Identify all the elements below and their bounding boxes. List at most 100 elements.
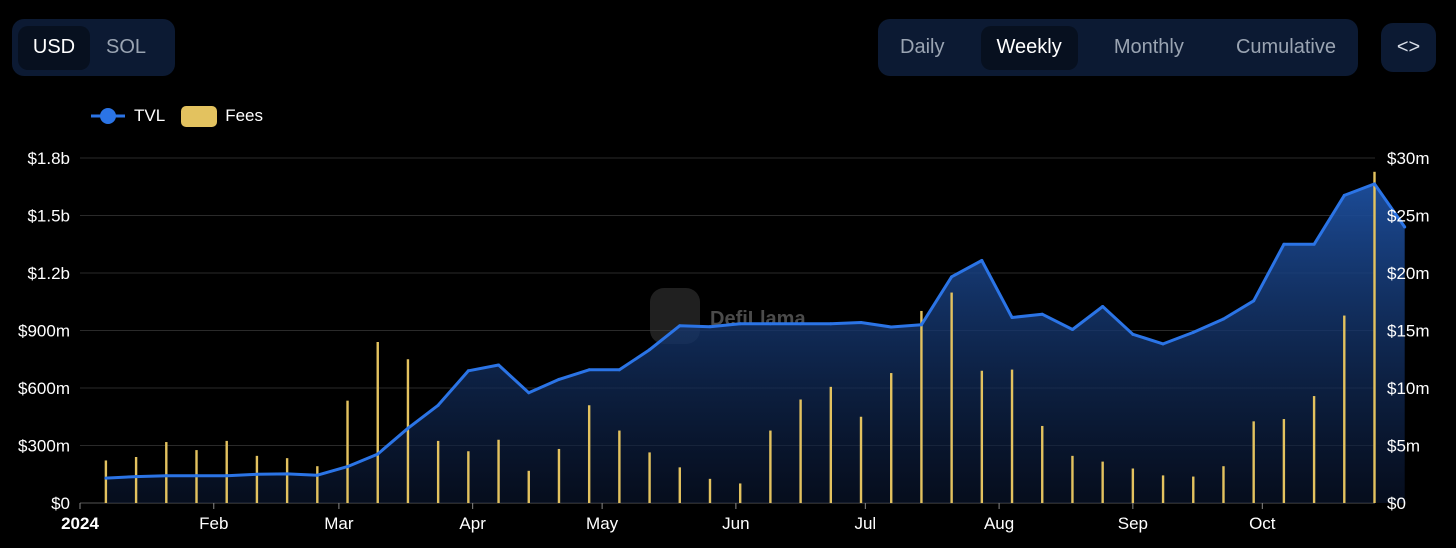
tvl-point xyxy=(406,426,410,430)
tvl-legend-icon xyxy=(91,108,125,124)
x-axis-tick-label: 2024 xyxy=(61,514,99,533)
fees-bar xyxy=(708,478,712,503)
period-option-cumulative[interactable]: Cumulative xyxy=(1235,36,1336,58)
chart-legend: TVL Fees xyxy=(90,104,279,128)
fees-bar xyxy=(1343,315,1346,503)
fees-bar xyxy=(134,457,138,503)
fees-bar xyxy=(527,470,530,503)
right-axis-tick-label: $25m xyxy=(1387,207,1430,226)
fees-bar xyxy=(1373,171,1376,504)
tvl-point xyxy=(768,322,772,326)
fees-bar xyxy=(769,430,772,503)
fees-bar xyxy=(799,399,802,503)
fees-bar xyxy=(406,359,410,503)
fees-bar xyxy=(618,430,621,503)
fees-bar xyxy=(890,373,893,503)
fees-bar xyxy=(1101,461,1104,503)
period-toggle: Daily Weekly Monthly Cumulative xyxy=(878,19,1358,76)
tvl-point xyxy=(1403,225,1407,229)
period-option-monthly[interactable]: Monthly xyxy=(1113,36,1184,58)
tvl-point xyxy=(557,377,561,381)
fees-bar xyxy=(165,442,168,503)
fees-bar xyxy=(1192,476,1195,503)
fees-bar xyxy=(497,439,500,503)
tvl-point xyxy=(1010,315,1014,319)
fees-bar xyxy=(829,386,833,503)
fees-bar xyxy=(316,466,319,503)
tvl-point xyxy=(859,320,863,324)
fees-bar xyxy=(738,483,742,503)
fees-bar xyxy=(557,448,561,503)
fees-legend-icon xyxy=(181,105,218,127)
tvl-line xyxy=(105,182,1406,480)
x-axis-tick-label: May xyxy=(586,514,619,533)
legend-item-tvl[interactable]: TVL xyxy=(90,104,165,128)
fees-bar xyxy=(225,440,228,503)
tvl-point xyxy=(195,474,199,478)
left-axis-tick-label: $1.8b xyxy=(27,149,70,168)
tvl-point xyxy=(1282,242,1286,246)
tvl-point xyxy=(104,476,108,480)
tvl-point xyxy=(255,472,259,476)
fees-bar xyxy=(104,460,108,503)
tvl-point xyxy=(980,259,984,263)
tvl-point xyxy=(376,452,380,456)
period-option-daily[interactable]: Daily xyxy=(900,36,945,58)
tvl-point xyxy=(587,368,591,372)
fees-bar xyxy=(678,467,681,503)
x-axis-tick-label: Mar xyxy=(324,514,354,533)
tvl-point xyxy=(950,275,954,279)
left-axis-tick-label: $0 xyxy=(51,494,70,513)
fees-bar xyxy=(587,405,591,503)
left-axis-tick-label: $600m xyxy=(18,379,70,398)
right-axis-tick-label: $5m xyxy=(1387,437,1420,456)
fees-bar xyxy=(255,455,259,503)
fees-bar xyxy=(376,342,379,503)
tvl-point xyxy=(527,391,531,395)
right-axis-tick-label: $10m xyxy=(1387,379,1430,398)
tvl-point xyxy=(708,325,712,329)
tvl-point xyxy=(1221,317,1225,321)
fees-bar xyxy=(1222,466,1225,503)
tvl-point xyxy=(678,324,682,328)
fees-bar xyxy=(1071,455,1074,503)
fees-bar xyxy=(920,310,923,503)
tvl-point xyxy=(497,363,501,367)
embed-button[interactable]: <> xyxy=(1381,23,1436,72)
period-option-weekly[interactable]: Weekly xyxy=(980,25,1078,70)
fees-bar xyxy=(467,451,470,503)
x-axis-tick-label: Jul xyxy=(854,514,876,533)
fees-bar xyxy=(980,370,984,503)
tvl-point xyxy=(466,369,470,373)
tvl-point xyxy=(164,474,168,478)
tvl-point xyxy=(1342,193,1346,197)
right-axis-tick-label: $20m xyxy=(1387,264,1430,283)
x-axis-tick-label: Oct xyxy=(1249,514,1276,533)
fees-bar xyxy=(950,292,953,503)
tvl-point xyxy=(1373,182,1376,186)
legend-label-fees: Fees xyxy=(225,106,263,125)
tvl-point xyxy=(1252,299,1256,303)
right-axis-tick-label: $30m xyxy=(1387,149,1430,168)
currency-toggle: USD SOL xyxy=(12,19,175,76)
tvl-point xyxy=(1040,312,1044,316)
currency-option-sol[interactable]: SOL xyxy=(105,36,147,58)
legend-item-fees[interactable]: Fees xyxy=(181,105,263,127)
x-axis-tick-label: Feb xyxy=(199,514,228,533)
legend-label-tvl: TVL xyxy=(134,106,166,125)
tvl-point xyxy=(1161,342,1165,346)
fees-bar xyxy=(285,458,289,503)
tvl-point xyxy=(1101,305,1105,309)
tvl-point xyxy=(1131,332,1135,336)
tvl-point xyxy=(617,368,621,372)
tvl-point xyxy=(436,403,440,407)
left-axis-tick-label: $1.5b xyxy=(27,207,70,226)
tvl-point xyxy=(889,325,893,329)
right-axis-tick-label: $15m xyxy=(1387,322,1430,341)
fees-bar xyxy=(1010,369,1014,503)
currency-option-usd[interactable]: USD xyxy=(18,25,90,70)
tvl-point xyxy=(1070,328,1074,332)
tvl-point xyxy=(829,322,833,326)
tvl-point xyxy=(799,322,803,326)
